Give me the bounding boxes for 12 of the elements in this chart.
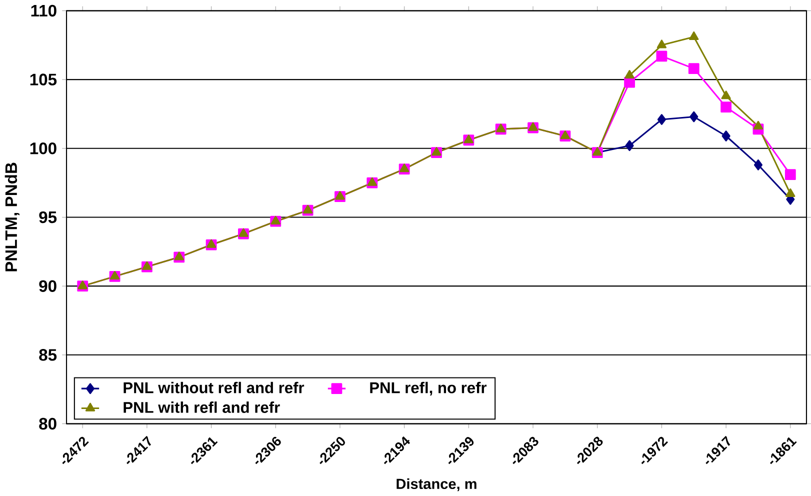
y-tick-label: 105 [30,74,57,86]
y-tick-label: 100 [30,142,56,154]
y-tick-label: 95 [39,211,57,224]
y-tick-label: 110 [31,4,56,17]
x-axis-title: Distance, m [396,478,476,492]
legend-label: PNL without refl and refr [124,382,304,394]
legend-label: PNL refl, no refr [370,382,487,396]
y-tick-label: 80 [39,418,56,430]
y-axis-title: PNLTM, PNdB [4,162,20,272]
legend-label: PNL with refl and refr [124,402,280,413]
y-tick-label: 85 [39,349,57,361]
y-tick-label: 90 [39,280,56,292]
